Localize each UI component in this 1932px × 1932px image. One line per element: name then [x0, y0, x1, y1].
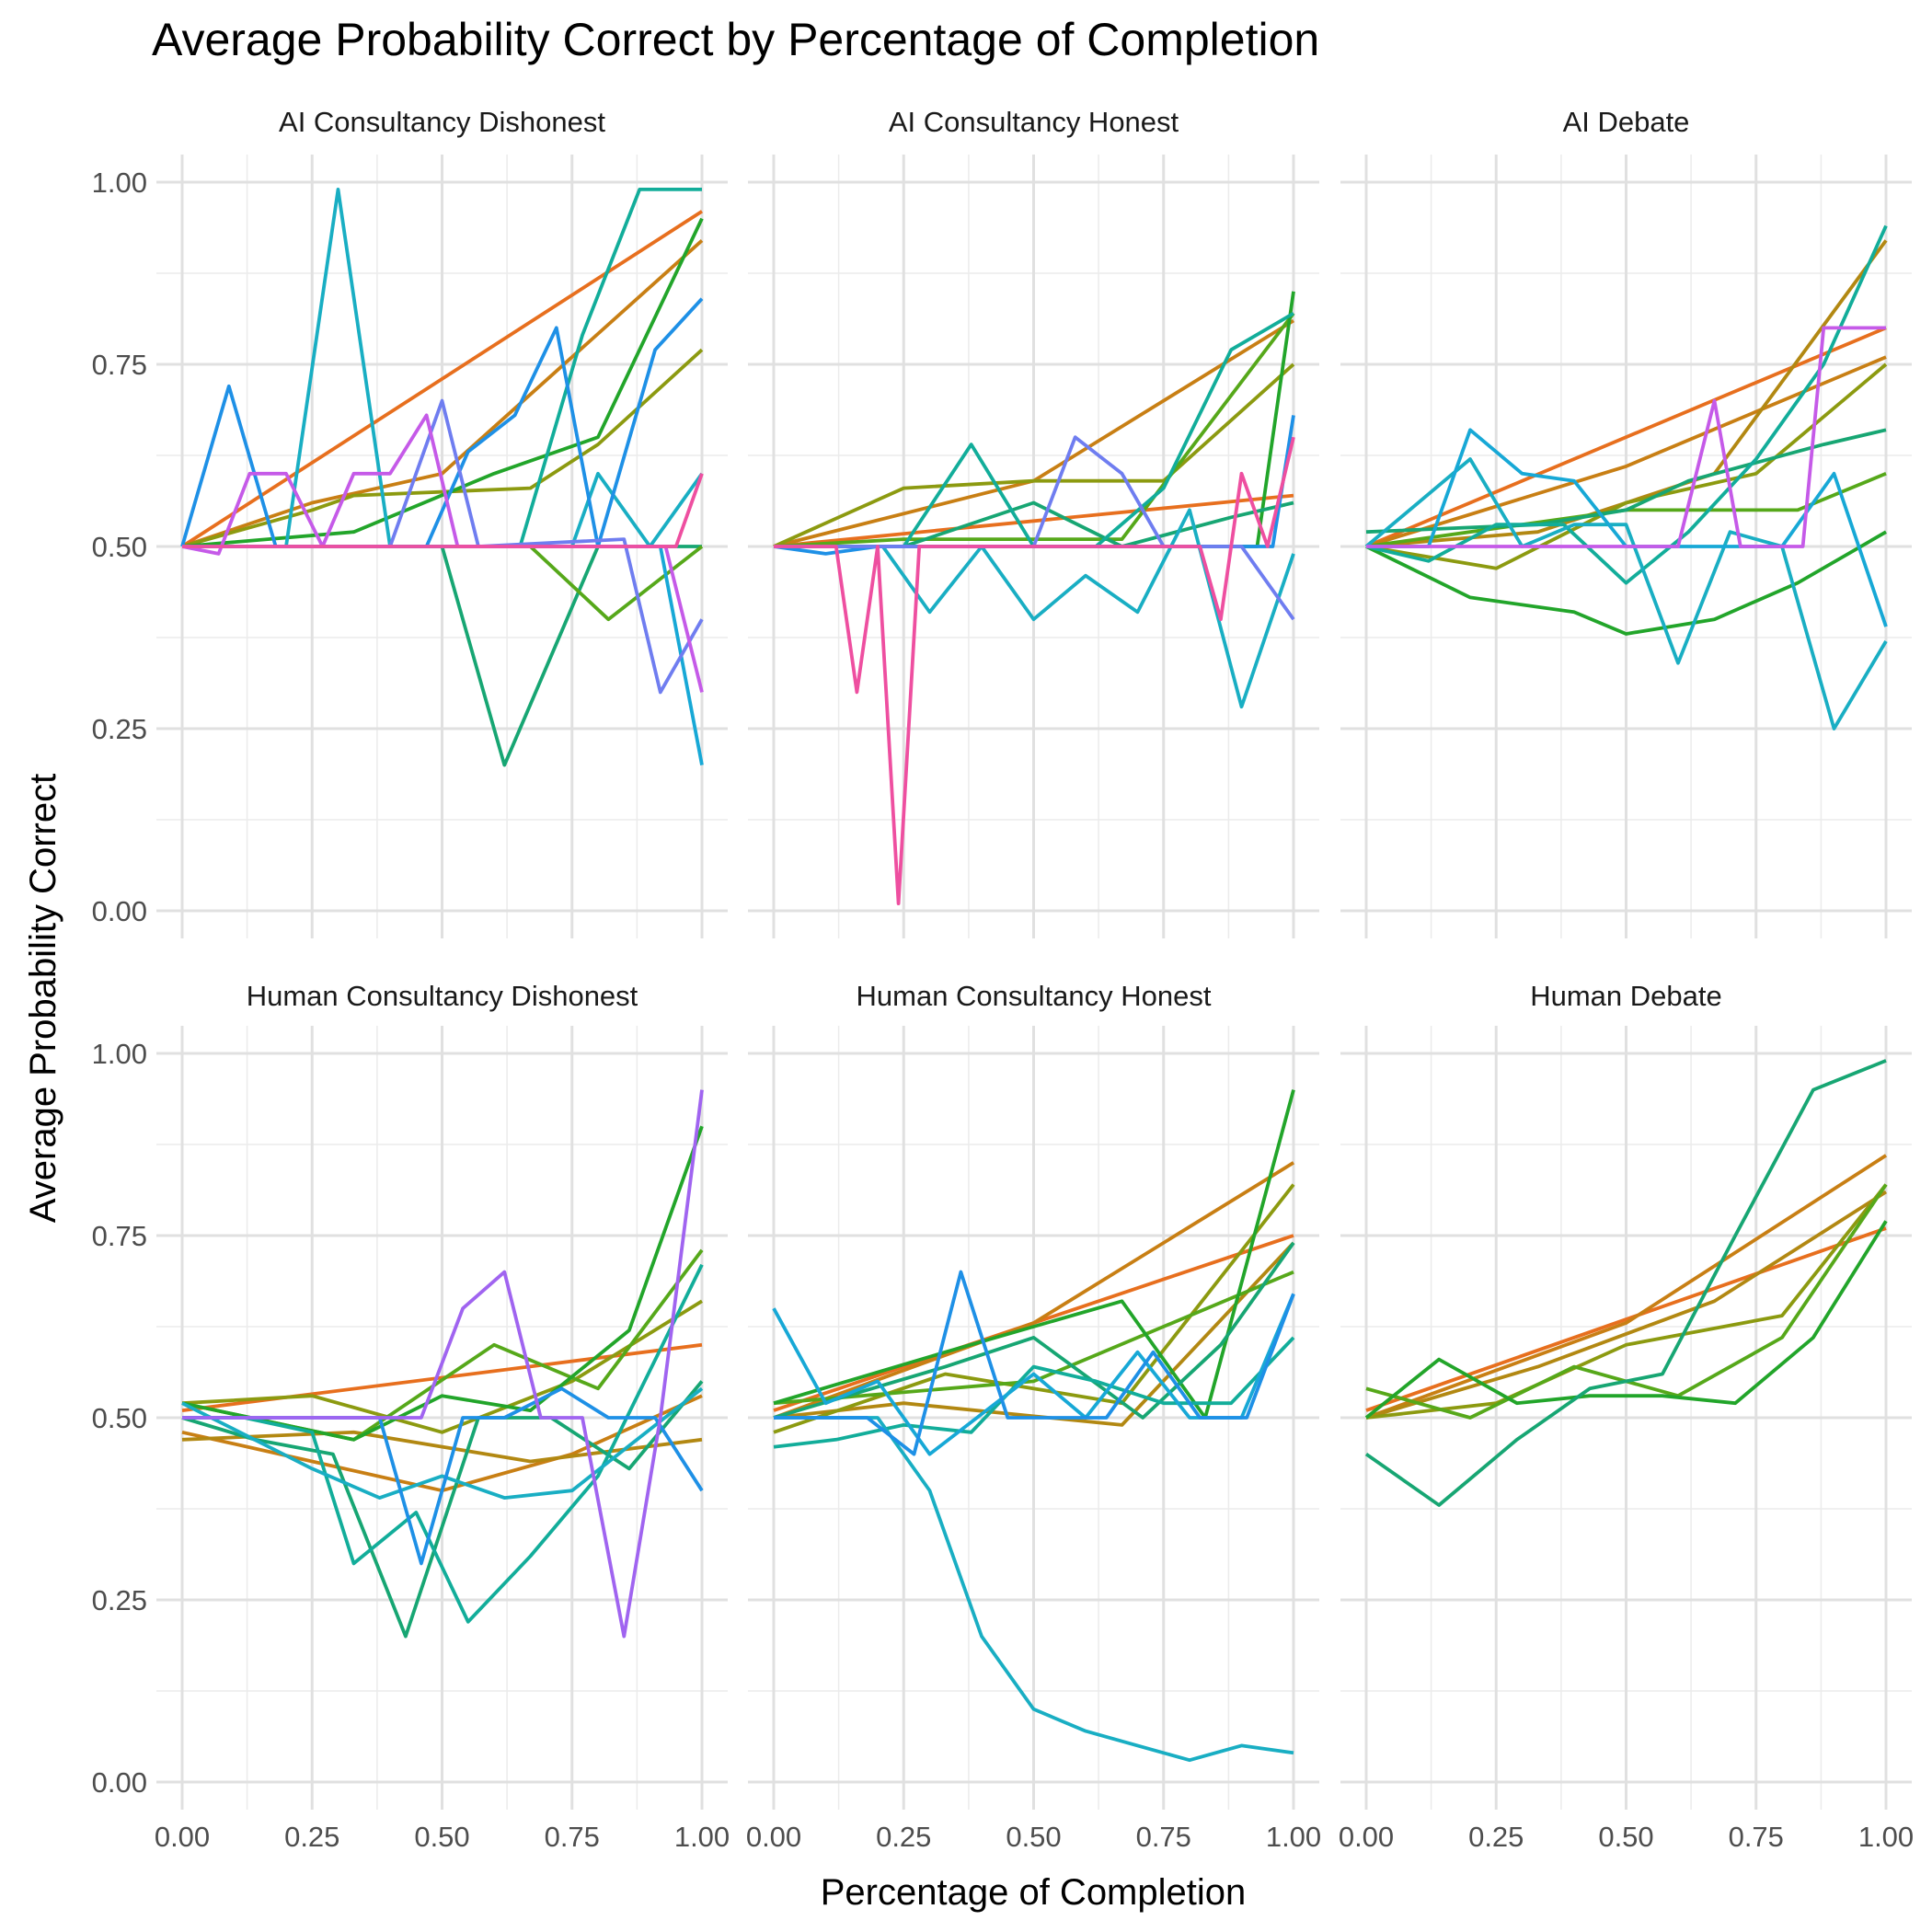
x-tick-label: 0.25 — [284, 1821, 339, 1853]
series-line — [1365, 1190, 1888, 1420]
series-line — [181, 1299, 703, 1434]
series-line — [180, 210, 704, 548]
series-line — [181, 217, 704, 548]
series-line — [1364, 457, 1888, 730]
series-line — [181, 1380, 704, 1639]
series-line — [1365, 326, 1887, 548]
x-tick-label: 1.00 — [1858, 1821, 1914, 1853]
series-line — [1365, 530, 1887, 636]
series-line — [773, 362, 1295, 548]
chart-title: Average Probability Correct by Percentag… — [152, 14, 1319, 65]
series-line — [1365, 1226, 1887, 1412]
series-line — [1365, 355, 1887, 548]
x-tick-label: 0.25 — [876, 1821, 931, 1853]
y-tick-label: 1.00 — [92, 1038, 147, 1070]
facet-panel: AI Debate — [1340, 106, 1912, 938]
series-line — [773, 493, 1294, 548]
facet-title: Human Consultancy Dishonest — [247, 980, 638, 1012]
series-line — [773, 312, 1295, 548]
x-tick-label: 1.00 — [674, 1821, 730, 1853]
x-tick-label: 0.75 — [1136, 1821, 1191, 1853]
series-line — [1365, 1154, 1888, 1420]
y-tick-label: 0.50 — [92, 531, 147, 563]
facet-panel: Human Debate 0.00 0.25 0.50 0.75 1.00 — [1339, 980, 1914, 1853]
series-line — [182, 1263, 704, 1624]
series-line — [1364, 1059, 1887, 1507]
series-line — [773, 1336, 1295, 1449]
y-tick-label: 0.75 — [92, 349, 147, 381]
series-line — [1365, 224, 1888, 585]
facet-title: Human Debate — [1530, 980, 1722, 1012]
y-tick-label: 1.00 — [92, 167, 147, 199]
x-tick-label: 0.50 — [1006, 1821, 1061, 1853]
series-line — [1364, 1220, 1888, 1420]
y-tick-label: 0.00 — [92, 895, 147, 927]
series-line — [180, 297, 704, 548]
x-tick-label: 0.25 — [1468, 1821, 1524, 1853]
x-tick-label: 0.00 — [155, 1821, 210, 1853]
y-tick-label: 0.00 — [92, 1766, 147, 1799]
x-tick-label: 1.00 — [1266, 1821, 1321, 1853]
facet-panels: AI Consultancy Dishonest 0.00 0.25 0.50 0.75… — [92, 106, 1915, 1853]
x-tick-label: 0.75 — [1729, 1821, 1784, 1853]
x-tick-label: 0.00 — [746, 1821, 801, 1853]
series-line — [181, 1386, 704, 1500]
series-line — [182, 473, 704, 548]
y-axis-label: Average Probability Correct — [23, 774, 63, 1223]
facet-panel: Human Consultancy Honest 0.00 0.25 0.50 0.75… — [746, 980, 1321, 1853]
x-tick-label: 0.00 — [1339, 1821, 1394, 1853]
series-line — [773, 1241, 1295, 1420]
series-line — [773, 1161, 1294, 1420]
series-line — [1366, 326, 1886, 548]
facet-title: AI Debate — [1563, 106, 1690, 138]
series-line — [773, 1089, 1295, 1420]
series-line — [774, 436, 1295, 905]
y-tick-label: 0.75 — [92, 1220, 147, 1252]
facet-title: Human Consultancy Honest — [857, 980, 1212, 1012]
x-tick-label: 0.75 — [545, 1821, 600, 1853]
series-line — [1365, 1183, 1888, 1420]
x-tick-label: 0.50 — [1598, 1821, 1653, 1853]
x-tick-label: 0.50 — [414, 1821, 469, 1853]
series-line — [181, 1125, 704, 1442]
facet-title: AI Consultancy Honest — [889, 106, 1179, 138]
x-axis-label: Percentage of Completion — [821, 1872, 1247, 1913]
series-line — [181, 1430, 703, 1464]
facet-panel: Human Consultancy Dishonest 0.00 0.25 0.50 0… — [92, 980, 730, 1853]
facet-panel: AI Consultancy Honest — [748, 106, 1319, 938]
facet-panel: AI Consultancy Dishonest 0.00 0.25 0.50 0.75… — [92, 106, 728, 938]
y-tick-label: 0.25 — [92, 713, 147, 745]
series-line — [773, 1270, 1294, 1406]
y-tick-label: 0.50 — [92, 1402, 147, 1434]
y-tick-label: 0.25 — [92, 1584, 147, 1616]
series-line — [182, 1089, 704, 1639]
series-line — [774, 1270, 1295, 1456]
series-line — [1365, 362, 1888, 570]
facet-title: AI Consultancy Dishonest — [279, 106, 605, 138]
series-line — [773, 1183, 1295, 1434]
